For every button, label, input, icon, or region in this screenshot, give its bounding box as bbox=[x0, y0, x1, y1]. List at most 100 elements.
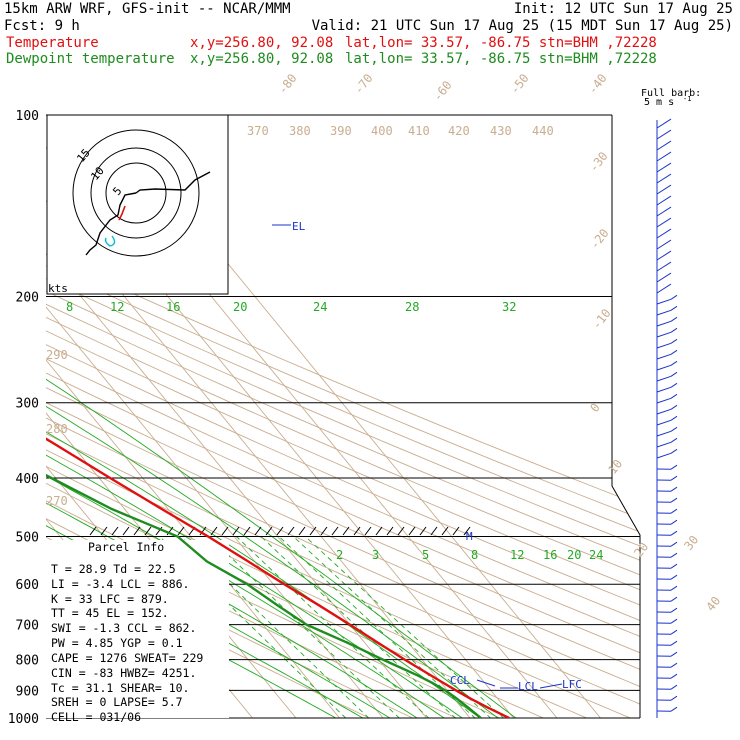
isotherm-line bbox=[46, 115, 340, 718]
wind-barb bbox=[656, 331, 672, 338]
isotherm-label: 40 bbox=[703, 594, 723, 614]
valid-time: Valid: 21 UTC Sun 17 Aug 25 (15 MDT Sun … bbox=[312, 18, 733, 34]
mixing-ratio-label: 12 bbox=[110, 300, 124, 314]
wind-barb-flag bbox=[670, 316, 678, 322]
pressure-tick-label: 700 bbox=[16, 619, 39, 634]
dry-adiabat-line bbox=[46, 139, 640, 718]
wind-barb-flag bbox=[670, 415, 678, 421]
hatch-mark bbox=[276, 526, 284, 536]
wind-barb-flag bbox=[670, 541, 678, 547]
pressure-tick-label: 1000 bbox=[8, 712, 39, 727]
isotherm-label: -80 bbox=[275, 71, 299, 97]
wind-barb-flag bbox=[670, 464, 678, 470]
isotherm-line bbox=[46, 115, 427, 718]
parcel-row: K = 33 LFC = 879. bbox=[51, 592, 169, 606]
wind-barb bbox=[656, 430, 672, 437]
hodograph-trace-mid bbox=[85, 192, 137, 256]
wind-barb-flag bbox=[670, 437, 678, 443]
chart-border bbox=[611, 115, 641, 718]
wind-barb bbox=[656, 129, 672, 140]
mixing-ratio-line bbox=[208, 536, 414, 718]
mixing-ratio-label: 32 bbox=[502, 300, 516, 314]
moist-adiabat-line bbox=[46, 296, 533, 718]
parcel-row: SWI = -1.3 CCL = 862. bbox=[51, 621, 196, 635]
wind-barb-flag bbox=[670, 497, 678, 503]
theta-label: 430 bbox=[490, 124, 512, 138]
mixing-ratio-label: 16 bbox=[166, 300, 180, 314]
wind-barb-flag bbox=[670, 651, 678, 657]
hatch-mark bbox=[221, 526, 229, 536]
hatch-mark bbox=[419, 526, 427, 536]
mixing-ratio-label: 16 bbox=[543, 548, 557, 562]
hatch-mark bbox=[265, 526, 273, 536]
wind-barb bbox=[656, 397, 672, 404]
dry-adiabat-line bbox=[46, 139, 640, 718]
hatch-mark bbox=[177, 526, 185, 536]
hatch-mark bbox=[375, 526, 383, 536]
wind-barb bbox=[656, 408, 672, 415]
m-label: M bbox=[466, 530, 473, 543]
mixing-ratio-line bbox=[304, 536, 518, 718]
wind-barb-flag bbox=[670, 563, 678, 569]
hodograph-ring bbox=[105, 162, 167, 224]
sounding-profiles bbox=[46, 115, 563, 718]
wind-barb-flag bbox=[670, 371, 678, 377]
wind-barb bbox=[656, 162, 672, 173]
barb-legend-units: 5 m s bbox=[644, 97, 674, 108]
theta-label: 280 bbox=[46, 422, 68, 436]
isotherm-label: -40 bbox=[585, 71, 609, 97]
wind-barb-flag bbox=[670, 662, 678, 668]
pressure-tick-label: 500 bbox=[16, 530, 39, 545]
wind-barb-flag bbox=[670, 519, 678, 525]
wind-barb bbox=[656, 283, 672, 294]
wind-barb-flag bbox=[670, 448, 678, 454]
dry-adiabat-line bbox=[46, 139, 640, 718]
temperature-xy: x,y=256.80, 92.08 bbox=[190, 35, 333, 51]
dewpoint-profile bbox=[46, 115, 482, 718]
hodograph-trace-upper bbox=[135, 171, 211, 194]
hatch-mark bbox=[342, 526, 350, 536]
mixing-ratio-label: 2 bbox=[336, 548, 343, 562]
isotherm-label: -20 bbox=[587, 226, 611, 252]
wind-barb bbox=[656, 217, 672, 228]
wind-barb-flag bbox=[670, 360, 678, 366]
hatch-mark bbox=[133, 526, 141, 536]
hodograph-ring bbox=[90, 147, 182, 239]
hatch-mark bbox=[430, 526, 438, 536]
dry-adiabat-line bbox=[46, 139, 640, 718]
theta-label: 410 bbox=[408, 124, 430, 138]
wind-barb bbox=[656, 320, 672, 327]
hatch-mark bbox=[243, 526, 251, 536]
init-time: Init: 12 UTC Sun 17 Aug 25 bbox=[514, 1, 733, 17]
wind-barb bbox=[656, 386, 672, 393]
forecast-hour: Fcst: 9 h bbox=[4, 18, 80, 34]
mixing-ratio-label: 20 bbox=[233, 300, 247, 314]
dry-adiabat-line bbox=[46, 139, 640, 718]
model-title: 15km ARW WRF, GFS-init -- NCAR/MMM bbox=[4, 1, 291, 17]
wind-barb bbox=[656, 173, 672, 184]
pressure-tick-label: 900 bbox=[16, 684, 39, 699]
dry-adiabat-line bbox=[46, 139, 640, 718]
wind-barb bbox=[656, 206, 672, 217]
pressure-tick-label: 800 bbox=[16, 654, 39, 669]
wind-barb-flag bbox=[670, 618, 678, 624]
hatch-mark bbox=[386, 526, 394, 536]
barb-legend-title: Full barb: bbox=[641, 88, 701, 99]
el-label: EL bbox=[292, 220, 306, 233]
pressure-tick-label: 400 bbox=[16, 472, 39, 487]
wind-barb bbox=[656, 452, 672, 459]
wind-barb-flag bbox=[670, 338, 678, 344]
isotherm-label: -10 bbox=[589, 306, 613, 332]
hatch-mark bbox=[122, 526, 130, 536]
wind-barb-flag bbox=[670, 596, 678, 602]
hatch-mark bbox=[408, 526, 416, 536]
parcel-row: SREH = 0 LAPSE= 5.7 bbox=[51, 695, 183, 709]
wind-barb bbox=[656, 441, 672, 448]
hatch-mark bbox=[331, 526, 339, 536]
dry-adiabat-line bbox=[46, 139, 640, 718]
dry-adiabat-line bbox=[46, 139, 640, 718]
wind-barb-flag bbox=[670, 706, 678, 712]
isotherm-line bbox=[46, 115, 384, 718]
